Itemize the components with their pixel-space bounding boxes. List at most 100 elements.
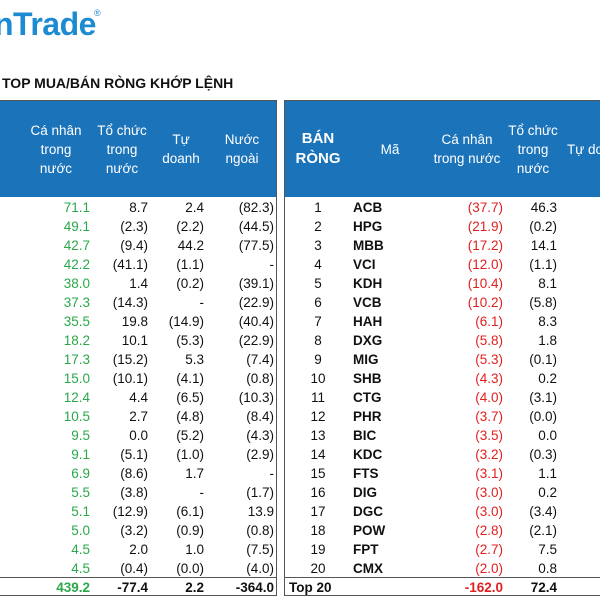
table-cell: (8.4) [246,409,274,424]
table-row: 5.0 (3.2) (0.9) (0.8) [0,521,276,540]
net-buy-table: Cá nhân trong nước Tổ chức trong nước Tự… [0,100,277,596]
header-proprietary: Tự do [567,141,600,157]
table-cell: (0.9) [176,523,204,538]
table-row: 1 ACB (37.7) 46.3 [285,198,600,217]
table-row: 42.7 (9.4) 44.2 (77.5) [0,236,276,255]
table-cell: (1.1) [529,257,557,272]
table-cell: 17 [310,504,326,519]
table-cell: (12.0) [467,257,503,272]
table-cell: - [269,257,275,272]
total-domestic-individual: 439.2 [56,580,90,595]
table-row: 6 VCB (10.2) (5.8) [285,293,600,312]
ticker-cell: DIG [353,485,378,500]
table-cell: 8.7 [129,200,148,215]
table-cell: (4.3) [246,428,274,443]
table-row: 18.2 10.1 (5.3) (22.9) [0,331,276,350]
table-cell: 5.5 [71,485,90,500]
table-cell: (1.0) [176,447,204,462]
ticker-cell: BIC [353,428,377,443]
table-cell: (37.7) [467,200,503,215]
total-proprietary: 2.2 [185,580,204,595]
table-row: 71.1 8.7 2.4 (82.3) [0,198,276,217]
table-cell: (7.5) [246,542,274,557]
table-row: 12.4 4.4 (6.5) (10.3) [0,388,276,407]
ticker-cell: KDH [353,276,383,291]
table-cell: 9.5 [71,428,90,443]
table-cell: 0.0 [129,428,148,443]
table-row: 10.5 2.7 (4.8) (8.4) [0,407,276,426]
table-cell: 8 [314,333,322,348]
ticker-cell: MIG [353,352,379,367]
table-cell: (2.2) [176,219,204,234]
table-row: 49.1 (2.3) (2.2) (44.5) [0,217,276,236]
table-cell: (0.8) [246,371,274,386]
table-cell: (10.1) [112,371,148,386]
ticker-cell: PHR [353,409,382,424]
table-cell: 46.3 [530,200,557,215]
ticker-cell: DXG [353,333,383,348]
table-cell: (5.3) [475,352,503,367]
table-cell: 44.2 [177,238,204,253]
table-cell: (39.1) [238,276,274,291]
table-cell: 35.5 [63,314,90,329]
table-row: 8 DXG (5.8) 1.8 [285,331,600,350]
table-cell: 18.2 [63,333,90,348]
table-cell: 5.1 [71,504,90,519]
table-row: 11 CTG (4.0) (3.1) [285,388,600,407]
table-cell: 15.0 [63,371,90,386]
table-cell: (2.0) [475,561,503,576]
table-cell: (2.1) [529,523,557,538]
table-cell: (0.2) [529,219,557,234]
ticker-cell: HAH [353,314,383,329]
table-cell: 0.2 [538,485,557,500]
table-cell: 37.3 [63,295,90,310]
table-row: 20 CMX (2.0) 0.8 [285,559,600,578]
table-cell: (1.7) [246,485,274,500]
net-buy-total-row: 439.2 -77.4 2.2 -364.0 [0,577,276,595]
table-row: 10 SHB (4.3) 0.2 [285,369,600,388]
table-cell: (3.2) [475,447,503,462]
table-cell: (3.1) [475,466,503,481]
table-cell: (5.8) [529,295,557,310]
table-cell: (3.0) [475,485,503,500]
table-cell: 1.7 [185,466,204,481]
table-cell: (2.8) [475,523,503,538]
table-row: 9 MIG (5.3) (0.1) [285,350,600,369]
table-cell: (0.0) [176,561,204,576]
table-cell: (4.1) [176,371,204,386]
table-row: 38.0 1.4 (0.2) (39.1) [0,274,276,293]
table-cell: 42.7 [63,238,90,253]
table-row: 18 POW (2.8) (2.1) [285,521,600,540]
total-domestic-individual: -162.0 [464,580,503,595]
table-cell: 1.4 [129,276,148,291]
table-cell: (44.5) [238,219,274,234]
table-cell: 0.8 [538,561,557,576]
table-row: 35.5 19.8 (14.9) (40.4) [0,312,276,331]
table-cell: 5.0 [71,523,90,538]
table-cell: (3.8) [120,485,148,500]
table-cell: (3.2) [120,523,148,538]
table-cell: (0.3) [529,447,557,462]
header-domestic-institution: Tổ chức trong nước [97,122,147,176]
table-row: 42.2 (41.1) (1.1) - [0,255,276,274]
table-cell: (5.1) [120,447,148,462]
table-cell: (22.9) [238,333,274,348]
header-domestic-individual: Cá nhân trong nước [30,122,82,176]
table-cell: (10.4) [467,276,503,291]
table-cell: 1.1 [538,466,557,481]
table-cell: (8.6) [120,466,148,481]
table-cell: 13.9 [247,504,274,519]
table-cell: 9.1 [71,447,90,462]
header-ticker: Mã [380,141,400,157]
table-row: 4.5 2.0 1.0 (7.5) [0,540,276,559]
net-sell-table: BÁN RÒNG Mã Cá nhân trong nước Tổ chức t… [284,100,600,596]
ticker-cell: ACB [353,200,383,215]
table-cell: (12.9) [112,504,148,519]
table-cell: (4.0) [246,561,274,576]
table-cell: (0.1) [529,352,557,367]
table-cell: (10.2) [467,295,503,310]
table-cell: 11 [310,390,325,405]
header-net-sell: BÁN RÒNG [295,130,341,167]
table-cell: (6.1) [176,504,204,519]
table-cell: (6.5) [176,390,204,405]
